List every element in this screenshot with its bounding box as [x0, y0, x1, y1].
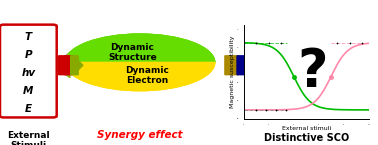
Wedge shape: [64, 33, 215, 62]
Text: T: T: [25, 32, 32, 42]
Polygon shape: [67, 53, 84, 66]
Wedge shape: [64, 62, 215, 91]
Text: Distinctive SCO: Distinctive SCO: [263, 133, 349, 143]
Text: M: M: [23, 86, 34, 96]
Polygon shape: [67, 65, 84, 78]
FancyBboxPatch shape: [0, 25, 57, 117]
Text: External
Stimuli: External Stimuli: [7, 130, 50, 145]
Polygon shape: [225, 56, 237, 75]
Polygon shape: [71, 56, 83, 75]
X-axis label: External stimuli: External stimuli: [282, 126, 331, 131]
Polygon shape: [65, 56, 77, 75]
Y-axis label: Magnetic susceptibility: Magnetic susceptibility: [230, 36, 235, 108]
Text: P: P: [25, 50, 32, 60]
Text: E: E: [25, 104, 32, 114]
Polygon shape: [64, 62, 215, 91]
Text: hv: hv: [21, 68, 36, 78]
Text: ?: ?: [297, 46, 328, 98]
Text: Synergy effect: Synergy effect: [97, 130, 183, 141]
Text: Dynamic
Structure: Dynamic Structure: [108, 42, 156, 62]
Polygon shape: [64, 33, 215, 62]
Polygon shape: [59, 56, 71, 75]
Polygon shape: [237, 56, 249, 75]
Text: Dynamic
Electron: Dynamic Electron: [125, 66, 169, 85]
Polygon shape: [60, 65, 77, 78]
Polygon shape: [60, 53, 77, 66]
Polygon shape: [231, 56, 243, 75]
